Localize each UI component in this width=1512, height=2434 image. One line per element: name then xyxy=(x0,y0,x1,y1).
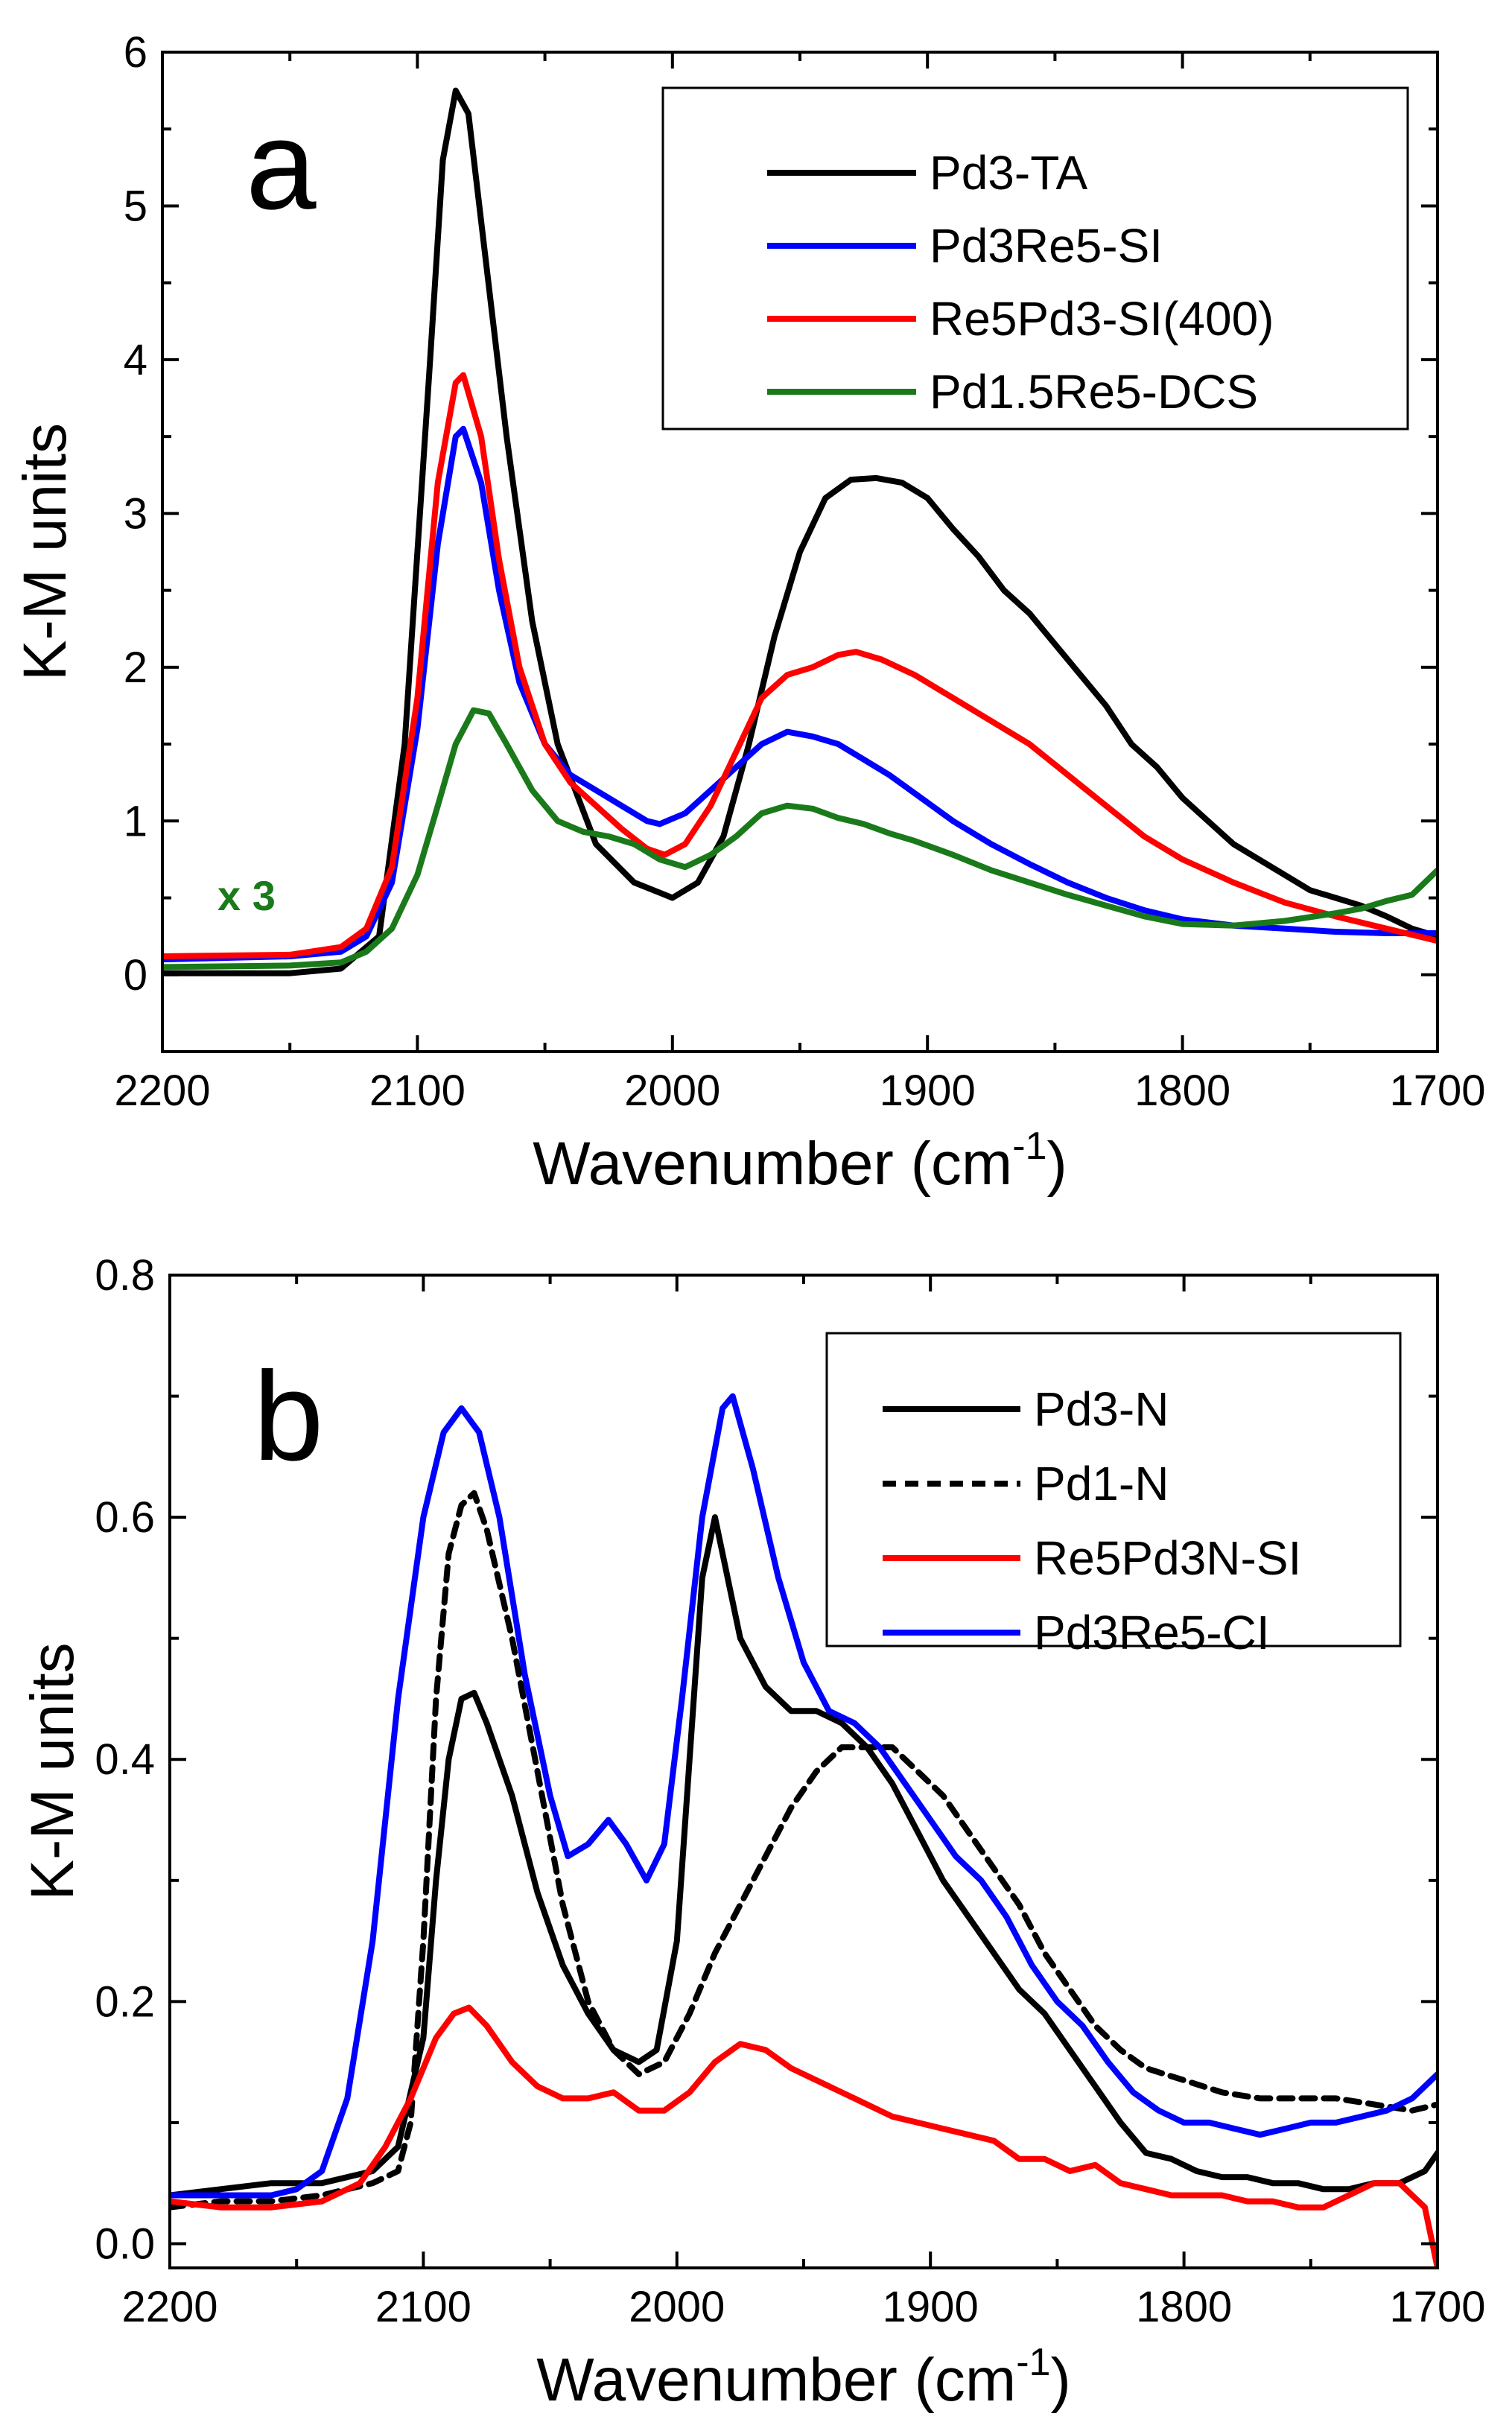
x-axis-title-sup: -1 xyxy=(1012,1125,1046,1168)
y-tick-label: 0 xyxy=(124,951,147,1000)
legend-label: Pd3-N xyxy=(1034,1382,1169,1436)
y-tick-label: 0.4 xyxy=(95,1735,155,1784)
y-tick-label: 5 xyxy=(124,182,147,230)
series-line-re5pd3n-si xyxy=(170,2004,1438,2268)
y-tick-label: 3 xyxy=(124,489,147,538)
y-axis-title: K-M units xyxy=(11,423,79,681)
x-axis-title-sup: -1 xyxy=(1016,2341,1050,2384)
x-tick-label: 2000 xyxy=(624,1067,720,1115)
x-tick-label: 2100 xyxy=(375,2283,471,2331)
y-tick-label: 6 xyxy=(124,28,147,77)
x-tick-label: 2200 xyxy=(114,1067,210,1115)
y-tick-label: 0.6 xyxy=(95,1493,155,1542)
series-group xyxy=(170,1393,1438,2268)
y-tick-label: 2 xyxy=(124,644,147,692)
x-tick-label: 1800 xyxy=(1134,1067,1230,1115)
series-line-pd3re5-si xyxy=(162,425,1438,963)
legend-label: Pd3Re5-CI xyxy=(1034,1606,1270,1659)
y-tick-label: 0.0 xyxy=(95,2219,155,2268)
legend-label: Pd3Re5-SI xyxy=(930,219,1163,273)
x-tick-label: 2100 xyxy=(369,1067,466,1115)
y-axis-title: K-M units xyxy=(19,1642,86,1900)
x-axis-title-main: Wavenumber (cm xyxy=(533,1130,1012,1198)
series-line-pd3re5-ci xyxy=(170,1393,1438,2199)
x-tick-label: 2000 xyxy=(629,2283,725,2331)
panel-label: a xyxy=(246,95,317,236)
x-tick-label: 1800 xyxy=(1136,2283,1232,2331)
panel-b: 2200 2100 2000 1900 1800 1700 0.0 0.2 0.4 0.6 0.8 W… xyxy=(19,1251,1486,2414)
x-tick-label: 2200 xyxy=(121,2283,217,2331)
x-tick-label: 1700 xyxy=(1389,2283,1485,2331)
annotation-scale: x 3 xyxy=(217,872,276,919)
y-tick-label: 1 xyxy=(124,797,147,845)
series-line-pd1-5re5-dcs xyxy=(162,707,1438,970)
series-group xyxy=(162,87,1438,976)
legend-box xyxy=(661,86,1409,430)
x-axis-title: Wavenumber (cm-1) xyxy=(536,2341,1071,2414)
x-tick-label: 1900 xyxy=(880,1067,976,1115)
series-line-re5pd3-si-400- xyxy=(162,372,1438,959)
legend-box xyxy=(825,1332,1402,1647)
y-tick-label: 0.8 xyxy=(95,1251,155,1300)
series-line-pd3-n xyxy=(170,1514,1438,2199)
legend-label: Pd3-TA xyxy=(930,146,1088,200)
x-tick-label: 1900 xyxy=(883,2283,979,2331)
series-line-pd1-n xyxy=(170,1490,1438,2211)
x-axis-title-close: ) xyxy=(1050,2346,1070,2414)
legend-label: Pd1.5Re5-DCS xyxy=(930,365,1258,419)
panel-a: 2200 2100 2000 1900 1800 1700 0 1 2 3 4 5 6 Wavenumbe… xyxy=(11,28,1486,1198)
y-tick-label: 4 xyxy=(124,336,147,384)
legend-label: Re5Pd3N-SI xyxy=(1034,1531,1301,1585)
x-axis-title-close: ) xyxy=(1046,1130,1067,1198)
x-axis-title: Wavenumber (cm-1) xyxy=(533,1125,1067,1198)
legend-label: Pd1-N xyxy=(1034,1457,1169,1510)
panel-label: b xyxy=(253,1346,324,1487)
x-axis-title-main: Wavenumber (cm xyxy=(536,2346,1016,2414)
series-line-pd3-ta xyxy=(162,87,1438,976)
x-tick-label: 1700 xyxy=(1389,1067,1485,1115)
legend-label: Re5Pd3-SI(400) xyxy=(930,292,1274,346)
y-tick-label: 0.2 xyxy=(95,1977,155,2026)
